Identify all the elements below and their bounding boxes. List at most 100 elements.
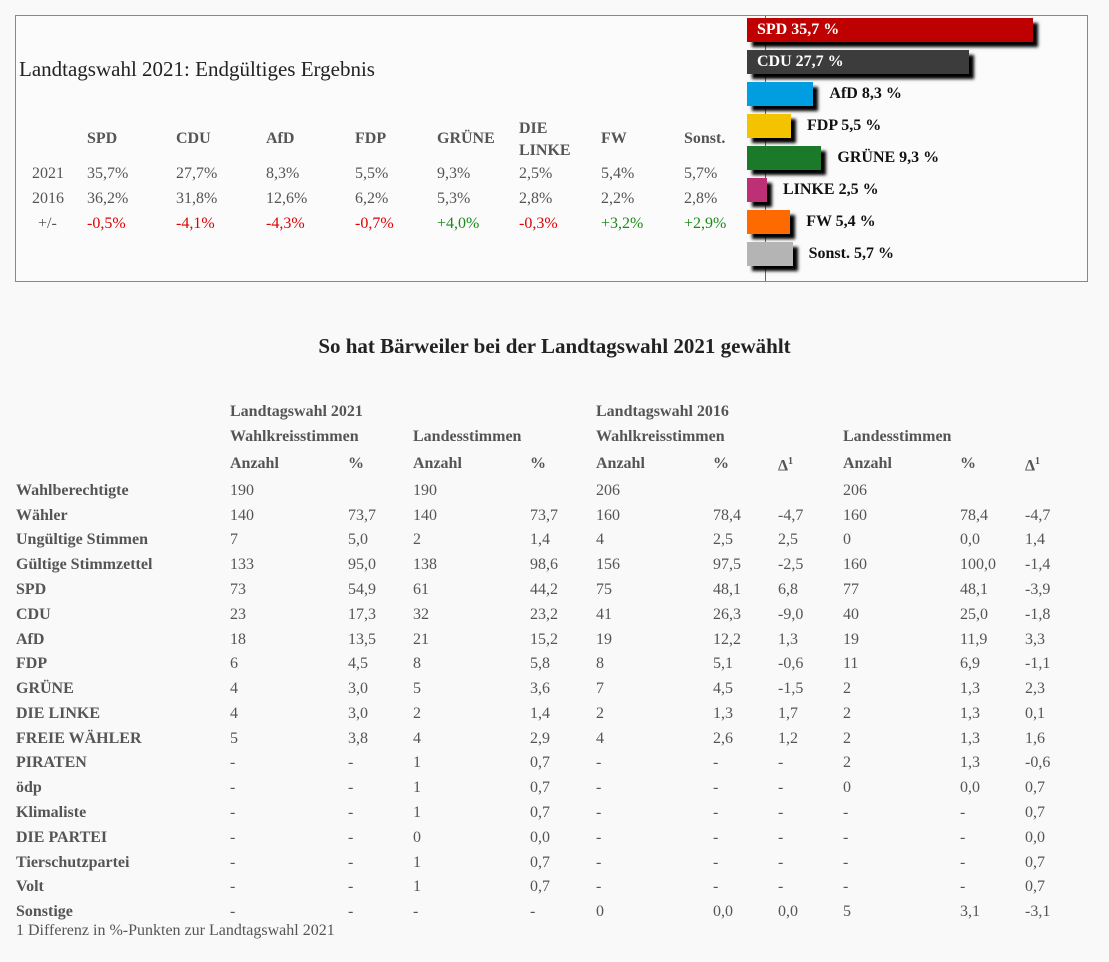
cell-value: 41 <box>596 605 612 623</box>
column-header: Anzahl <box>230 454 279 472</box>
row-label: +/- <box>38 215 57 232</box>
cell-value: 0,0 <box>778 903 798 921</box>
cell-value: -4,7 <box>778 506 804 524</box>
cell-value: 97,5 <box>713 556 741 574</box>
cell-value: 140 <box>413 506 437 524</box>
cell-value: 0,0 <box>960 779 980 797</box>
header-ls-2016: Landesstimmen <box>843 427 952 445</box>
cell-value: - <box>713 878 719 896</box>
cell-value: 7 <box>596 680 604 698</box>
header-ls-2021: Landesstimmen <box>413 427 522 445</box>
table-row: AfD 18 13,5 21 15,2 19 12,2 1,3 19 11,9 3,3 <box>16 628 1095 653</box>
row-label: ödp <box>16 779 42 797</box>
summary-value: 12,6% <box>266 190 308 207</box>
cell-value: - <box>778 853 784 871</box>
bar-label: FDP 5,5 % <box>807 117 882 134</box>
table-row: Tierschutzpartei - - 1 0,7 - - - - - 0,7 <box>16 851 1095 876</box>
bar-sonst <box>747 242 793 266</box>
summary-value: 5,4% <box>601 165 635 182</box>
summary-value: 6,2% <box>355 190 389 207</box>
cell-value <box>1025 479 1095 504</box>
cell-value: 160 <box>596 506 620 524</box>
cell-value: 190 <box>230 481 254 499</box>
cell-value <box>713 479 778 504</box>
table-row: Wähler 140 73,7 140 73,7 160 78,4 -4,7 160 78,4 -4… <box>16 504 1095 529</box>
cell-value: 1 <box>413 804 421 822</box>
cell-value: - <box>348 903 354 921</box>
cell-value: 8 <box>413 655 421 673</box>
cell-value: 2,3 <box>1025 680 1045 698</box>
bar-cdu <box>747 50 969 74</box>
cell-value: -3,9 <box>1025 580 1051 598</box>
cell-value: - <box>778 878 784 896</box>
column-header: Anzahl <box>413 454 462 472</box>
cell-value: 0,7 <box>1025 878 1045 896</box>
cell-value: 7 <box>230 531 238 549</box>
column-header: % <box>348 454 364 472</box>
cell-value: -4,7 <box>1025 506 1051 524</box>
row-label: GRÜNE <box>16 680 74 698</box>
cell-value: 21 <box>413 630 429 648</box>
cell-value: 100,0 <box>960 556 996 574</box>
row-label: Tierschutzpartei <box>16 853 130 871</box>
cell-value: 2 <box>843 754 851 772</box>
cell-value: - <box>596 779 602 797</box>
cell-value: - <box>230 878 236 896</box>
column-header: Δ1 <box>1025 455 1041 474</box>
summary-value: 31,8% <box>176 190 218 207</box>
table-row: ödp - - 1 0,7 - - - 0 0,0 0,7 <box>16 776 1095 801</box>
cell-value: - <box>348 828 354 846</box>
cell-value: - <box>843 853 849 871</box>
row-label: Wähler <box>16 506 68 524</box>
cell-value: - <box>713 779 719 797</box>
cell-value: 1,3 <box>960 754 980 772</box>
header-row-type: Wahlkreisstimmen Landesstimmen Wahlkreis… <box>16 425 1095 450</box>
cell-value: 3,6 <box>530 680 550 698</box>
table-row: Wahlberechtigte 190 190 206 206 <box>16 479 1095 504</box>
cell-value: 190 <box>413 481 437 499</box>
party-header: FW <box>601 130 627 147</box>
cell-value: - <box>960 853 966 871</box>
cell-value: 4,5 <box>713 680 733 698</box>
cell-value: 0 <box>843 531 851 549</box>
cell-value: 0,1 <box>1025 704 1045 722</box>
table-row: FDP 6 4,5 8 5,8 8 5,1 -0,6 11 6,9 -1,1 <box>16 652 1095 677</box>
cell-value: 1,3 <box>713 704 733 722</box>
bar-label: AfD 8,3 % <box>829 85 902 102</box>
cell-value: - <box>230 828 236 846</box>
cell-value: 5 <box>843 903 851 921</box>
party-header: SPD <box>87 130 118 147</box>
cell-value <box>348 479 413 504</box>
cell-value: 1 <box>413 853 421 871</box>
cell-value: 26,3 <box>713 605 741 623</box>
table-row: Gültige Stimmzettel 133 95,0 138 98,6 156 97,5… <box>16 553 1095 578</box>
cell-value: 1,3 <box>960 680 980 698</box>
summary-value: +4,0% <box>437 215 480 232</box>
cell-value: 11,9 <box>960 630 988 648</box>
summary-value: -0,7% <box>355 215 394 232</box>
cell-value: - <box>778 828 784 846</box>
cell-value: 0,0 <box>530 828 550 846</box>
bar-label: Sonst. 5,7 % <box>808 245 894 262</box>
summary-value: -0,5% <box>87 215 126 232</box>
cell-value <box>530 479 596 504</box>
summary-value: 5,7% <box>684 165 718 182</box>
cell-value: 40 <box>843 605 859 623</box>
cell-value: 2 <box>413 704 421 722</box>
cell-value: 2 <box>843 729 851 747</box>
cell-value: 133 <box>230 556 254 574</box>
cell-value: -3,1 <box>1025 903 1051 921</box>
cell-value: -9,0 <box>778 605 804 623</box>
summary-value: +3,2% <box>601 215 644 232</box>
cell-value: 6,9 <box>960 655 980 673</box>
cell-value: -1,8 <box>1025 605 1051 623</box>
cell-value: 1,3 <box>960 704 980 722</box>
cell-value: 0,0 <box>960 531 980 549</box>
cell-value: 0,7 <box>1025 804 1045 822</box>
cell-value: - <box>960 828 966 846</box>
row-label: Gültige Stimmzettel <box>16 556 153 574</box>
bar-label: GRÜNE 9,3 % <box>837 149 940 166</box>
cell-value: 19 <box>843 630 859 648</box>
cell-value: 1,3 <box>778 630 798 648</box>
table-row: FREIE WÄHLER 5 3,8 4 2,9 4 2,6 1,2 2 1,3 1,6 <box>16 727 1095 752</box>
